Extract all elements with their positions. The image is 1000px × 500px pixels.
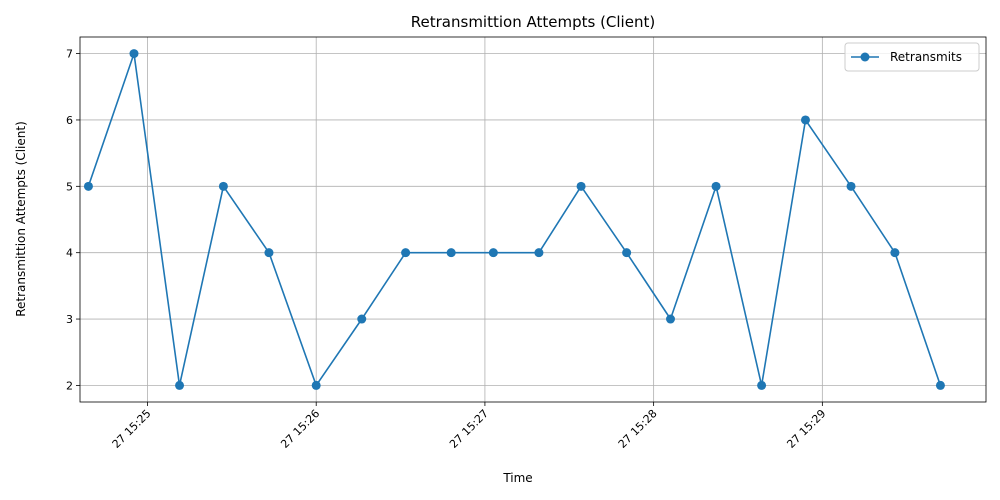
y-tick-label: 5 (66, 180, 73, 193)
data-point (311, 380, 321, 390)
data-point (711, 181, 721, 191)
y-axis-label: Retransmittion Attempts (Client) (14, 121, 28, 317)
data-point (446, 248, 456, 258)
legend: Retransmits (844, 42, 980, 72)
x-tick-label: 27 15:27 (447, 407, 491, 451)
x-axis-label: Time (502, 471, 532, 485)
data-point (666, 314, 676, 324)
data-point (800, 115, 810, 125)
series-line-retransmits (87, 52, 942, 387)
data-point (83, 181, 93, 191)
x-tick-label: 27 15:26 (278, 407, 322, 451)
legend-dot-marker (860, 52, 870, 62)
data-point (264, 248, 274, 258)
chart-title: Retransmittion Attempts (Client) (411, 13, 655, 31)
data-point (129, 49, 139, 59)
data-point (218, 181, 228, 191)
data-point (846, 181, 856, 191)
legend-entry-retransmits: Retransmits (890, 50, 962, 64)
data-point (890, 248, 900, 258)
data-point (401, 248, 411, 258)
axis-ticks: 2 3 4 5 6 7 27 15:25 27 15:26 27 15:27 27 15:28 27… (66, 48, 828, 451)
data-point (357, 314, 367, 324)
data-point (935, 380, 945, 390)
data-point (534, 248, 544, 258)
data-point (576, 181, 586, 191)
x-tick-label: 27 15:25 (110, 407, 154, 451)
data-point (175, 380, 185, 390)
data-point (622, 248, 632, 258)
legend-box (844, 42, 980, 72)
x-tick-label: 27 15:28 (616, 407, 660, 451)
data-point (488, 248, 498, 258)
y-tick-label: 3 (66, 313, 73, 326)
y-tick-label: 2 (66, 379, 73, 392)
y-tick-label: 4 (66, 247, 73, 260)
plot-area (79, 36, 987, 403)
series-layer (83, 49, 945, 390)
x-tick-label: 27 15:29 (784, 407, 828, 451)
y-tick-label: 6 (66, 114, 73, 127)
data-point (757, 380, 767, 390)
y-tick-label: 7 (66, 48, 73, 61)
